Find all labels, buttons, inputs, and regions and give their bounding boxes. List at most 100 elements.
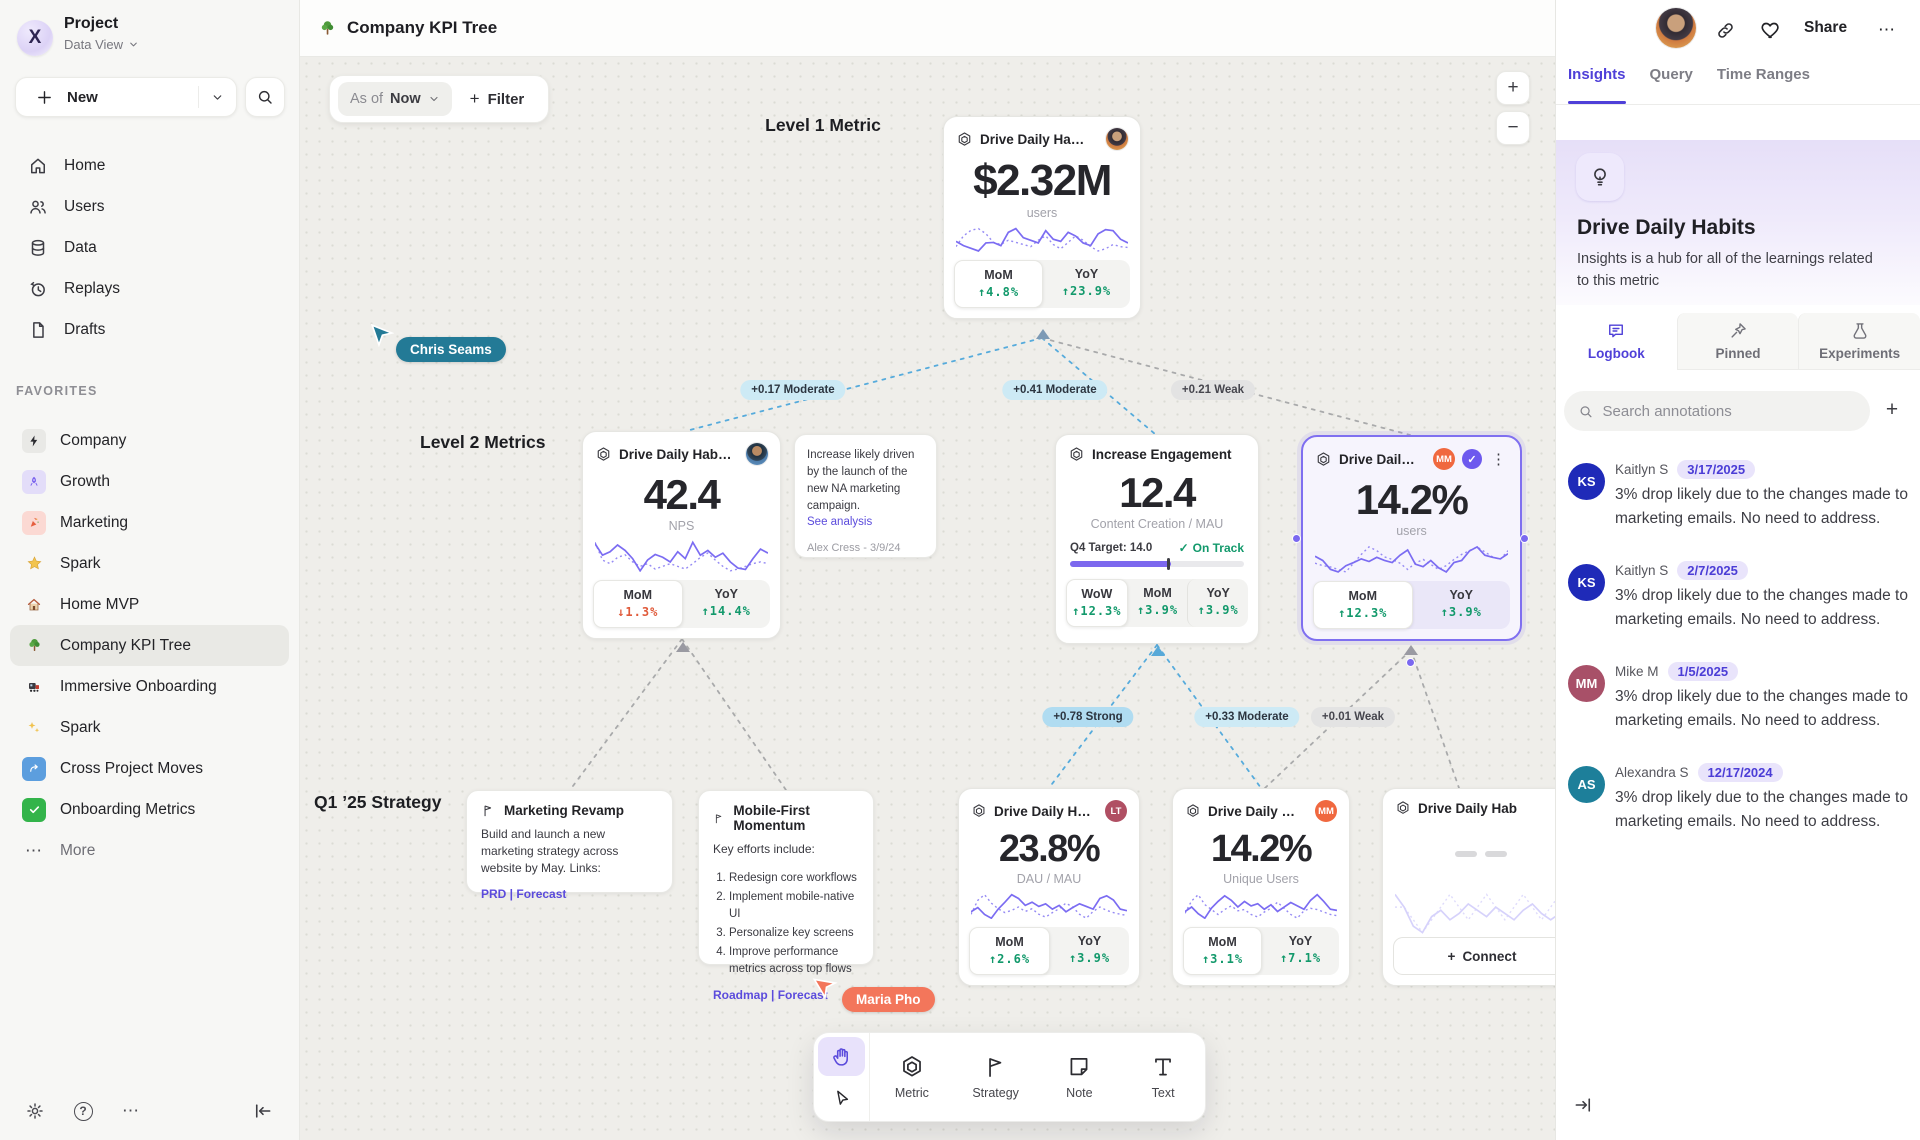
strategy-note-mobile-first[interactable]: Mobile-First Momentum Key efforts includ… <box>698 790 874 1002</box>
subtab-experiments[interactable]: Experiments <box>1798 313 1920 370</box>
stat-mom[interactable]: MoM ↑3.9% <box>1136 586 1179 618</box>
sidebar-item-spark-2[interactable]: Spark <box>10 707 289 748</box>
chevron-down-icon[interactable] <box>211 91 224 104</box>
annotation-date-badge[interactable]: 1/5/2025 <box>1667 662 1739 681</box>
tab-query[interactable]: Query <box>1649 66 1693 83</box>
more-options-icon[interactable]: ⋯ <box>1878 20 1896 39</box>
sidebar-item-replays[interactable]: Replays <box>0 268 299 309</box>
collapse-sidebar-icon[interactable] <box>250 1098 276 1124</box>
annotation-search[interactable] <box>1564 391 1870 431</box>
add-filter-button[interactable]: + Filter <box>469 89 525 108</box>
stat-yoy[interactable]: YoY ↑14.4% <box>701 587 751 618</box>
see-analysis-link[interactable]: See analysis <box>807 516 873 528</box>
annotation-item[interactable]: AS Alexandra S 12/17/2024 3% drop likely… <box>1568 763 1908 834</box>
hand-tool-button[interactable] <box>818 1037 865 1076</box>
collapse-arrow[interactable] <box>1036 329 1050 339</box>
favorite-heart-icon[interactable] <box>1758 17 1784 43</box>
sidebar-item-data[interactable]: Data <box>0 227 299 268</box>
note-links[interactable]: PRD | Forecast <box>481 887 567 901</box>
connect-button[interactable]: + Connect <box>1393 937 1555 975</box>
stat-mom[interactable]: MoM ↓1.3% <box>593 580 683 628</box>
stat-mom[interactable]: MoM ↑12.3% <box>1313 581 1413 629</box>
annotation-note-card[interactable]: Increase likely driven by the launch of … <box>794 434 937 558</box>
owner-badge[interactable]: MM <box>1433 448 1455 470</box>
sidebar-item-company-kpi-tree[interactable]: Company KPI Tree <box>10 625 289 666</box>
owner-badge[interactable]: LT <box>1105 800 1127 822</box>
sidebar-item-spark[interactable]: Spark <box>10 543 289 584</box>
stat-wow[interactable]: WoW ↑12.3% <box>1066 579 1128 628</box>
help-icon[interactable]: ? <box>70 1098 96 1124</box>
metric-tool-button[interactable]: Metric <box>870 1033 954 1121</box>
stat-yoy[interactable]: YoY ↑3.9% <box>1068 934 1111 965</box>
metric-card-dau[interactable]: Drive Daily Habbits LT 23.8% DAU / MAU M… <box>958 788 1140 986</box>
add-annotation-button[interactable]: + <box>1885 398 1899 421</box>
sidebar-item-onboarding-metrics[interactable]: Onboarding Metrics <box>10 789 289 830</box>
tab-insights[interactable]: Insights <box>1568 60 1626 104</box>
stat-yoy[interactable]: YoY ↑7.1% <box>1279 934 1322 965</box>
zoom-in-button[interactable]: + <box>1496 71 1530 105</box>
strategy-tool-button[interactable]: Strategy <box>954 1033 1038 1121</box>
as-of-dropdown[interactable]: As of Now <box>338 82 452 116</box>
stat-yoy[interactable]: YoY ↑23.9% <box>1061 267 1112 298</box>
metric-card-engagement[interactable]: Increase Engagement 12.4 Content Creatio… <box>1055 434 1259 644</box>
stat-yoy[interactable]: YoY ↑3.9% <box>1440 588 1482 619</box>
note-links[interactable]: Roadmap | Forecast <box>713 988 828 1002</box>
sidebar-item-drafts[interactable]: Drafts <box>0 309 299 350</box>
more-options-icon[interactable]: ⋯ <box>122 1101 140 1120</box>
new-button[interactable]: New <box>15 77 237 117</box>
metric-card-unique-users[interactable]: Drive Daily Habbits MM 14.2% Unique User… <box>1172 788 1350 986</box>
metric-card-l1[interactable]: Drive Daily Habbits $2.32M users MoM ↑4.… <box>943 116 1141 319</box>
metric-value: 42.4 <box>643 471 721 518</box>
note-tool-button[interactable]: Note <box>1038 1033 1122 1121</box>
stat-mom[interactable]: MoM ↑4.8% <box>954 260 1043 308</box>
stat-mom[interactable]: MoM ↑2.6% <box>969 927 1050 975</box>
annotation-date-badge[interactable]: 12/17/2024 <box>1697 763 1783 782</box>
collapse-arrow[interactable] <box>1151 646 1165 656</box>
subtab-pinned[interactable]: Pinned <box>1676 313 1799 370</box>
annotation-date-badge[interactable]: 2/7/2025 <box>1677 561 1748 580</box>
sidebar-item-company[interactable]: Company <box>10 420 289 461</box>
sidebar-search-button[interactable] <box>245 77 285 117</box>
metric-card-nps[interactable]: Drive Daily Habbits 42.4 NPS MoM ↓1.3% Y… <box>582 431 781 639</box>
metric-card-partial[interactable]: Drive Daily Hab + Connect <box>1382 788 1555 986</box>
workspace-logo[interactable]: X <box>17 20 53 56</box>
copy-link-icon[interactable] <box>1712 17 1738 43</box>
collapse-arrow[interactable] <box>676 642 690 652</box>
text-tool-button[interactable]: Text <box>1121 1033 1205 1121</box>
annotation-date-badge[interactable]: 3/17/2025 <box>1677 460 1756 479</box>
avatar[interactable] <box>746 443 768 465</box>
sidebar-item-cross-project-moves[interactable]: Cross Project Moves <box>10 748 289 789</box>
tab-time-ranges[interactable]: Time Ranges <box>1716 66 1810 83</box>
annotation-item[interactable]: MM Mike M 1/5/2025 3% drop likely due to… <box>1568 662 1908 733</box>
settings-gear-icon[interactable] <box>22 1098 48 1124</box>
zoom-out-button[interactable]: − <box>1496 111 1530 145</box>
sidebar-item-marketing[interactable]: Marketing <box>10 502 289 543</box>
selection-handle[interactable] <box>1520 534 1529 543</box>
sidebar-item-home[interactable]: Home <box>0 145 299 186</box>
user-avatar[interactable] <box>1656 8 1696 48</box>
search-input[interactable] <box>1602 402 1856 420</box>
stat-yoy[interactable]: YoY ↑3.9% <box>1187 579 1248 628</box>
collapse-arrow[interactable] <box>1404 645 1418 655</box>
subtab-logbook[interactable]: Logbook <box>1556 313 1677 370</box>
select-tool-button[interactable] <box>818 1078 865 1117</box>
owner-badge[interactable]: MM <box>1315 800 1337 822</box>
stat-mom[interactable]: MoM ↑3.1% <box>1183 927 1262 975</box>
annotation-item[interactable]: KS Kaitlyn S 2/7/2025 3% drop likely due… <box>1568 561 1908 632</box>
kebab-menu-icon[interactable]: ⋮ <box>1491 451 1506 468</box>
selection-handle[interactable] <box>1406 658 1415 667</box>
strategy-note-marketing-revamp[interactable]: Marketing Revamp Build and launch a new … <box>466 790 673 901</box>
sidebar-item-growth[interactable]: Growth <box>10 461 289 502</box>
kpi-tree-canvas[interactable]: As of Now + Filter + − Level 1 Metric Le… <box>300 57 1555 1140</box>
selection-handle[interactable] <box>1292 534 1301 543</box>
collapse-panel-icon[interactable] <box>1570 1092 1596 1118</box>
metric-card-selected[interactable]: Drive Daily Habb.. MM ✓ ⋮ 14.2% users Mo… <box>1301 435 1522 641</box>
workspace-view-switcher[interactable]: Data View <box>64 37 139 52</box>
share-button[interactable]: Share <box>1804 19 1848 36</box>
sidebar-item-users[interactable]: Users <box>0 186 299 227</box>
annotation-item[interactable]: KS Kaitlyn S 3/17/2025 3% drop likely du… <box>1568 460 1908 531</box>
sidebar-item-home-mvp[interactable]: Home MVP <box>10 584 289 625</box>
sidebar-item-immersive-onboarding[interactable]: Immersive Onboarding <box>10 666 289 707</box>
avatar[interactable] <box>1106 128 1128 150</box>
sidebar-item-more[interactable]: ⋯ More <box>10 830 289 871</box>
